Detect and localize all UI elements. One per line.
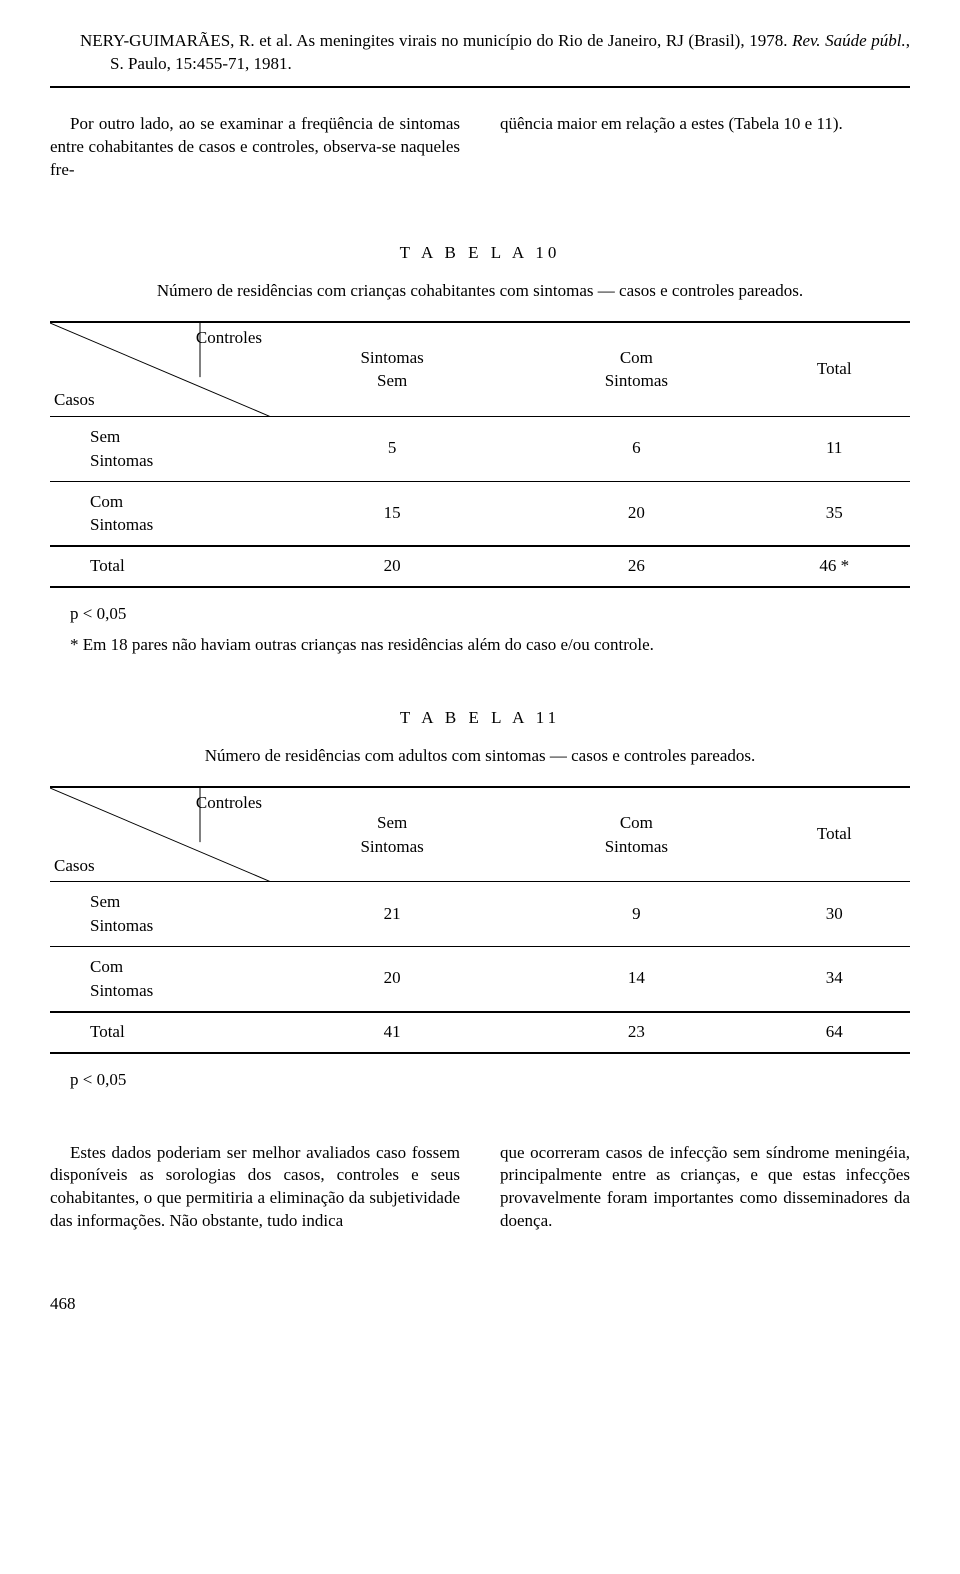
citation-journal: Rev. Saúde públ.: [792, 31, 906, 50]
table-cell: 30: [759, 882, 911, 947]
table-cell: 26: [514, 546, 758, 587]
citation-block: NERY-GUIMARÃES, R. et al. As meningites …: [50, 30, 910, 76]
table-row: Com Sintomas 20 14 34: [50, 947, 910, 1012]
closing-paragraph: Estes dados poderiam ser melhor avaliado…: [50, 1142, 910, 1234]
closing-left: Estes dados poderiam ser melhor avaliado…: [50, 1142, 460, 1234]
table-10-col2-header: Com Sintomas: [514, 322, 758, 417]
table-11-total-label: Total: [50, 1012, 270, 1053]
table-11-col2-header: Com Sintomas: [514, 787, 758, 882]
table-10-row1-label: Sem Sintomas: [50, 417, 270, 482]
table-cell: 34: [759, 947, 911, 1012]
table-row: Total 20 26 46 *: [50, 546, 910, 587]
page-number: 468: [50, 1293, 910, 1316]
table-11-diag-cell: Controles Casos: [50, 787, 270, 882]
table-cell: 35: [759, 481, 911, 546]
table-cell: 9: [514, 882, 758, 947]
table-10-col3-header: Total: [759, 322, 911, 417]
table-10-caption: Número de residências com crianças cohab…: [50, 280, 910, 303]
table-cell: 15: [270, 481, 514, 546]
table-row: Sem Sintomas 5 6 11: [50, 417, 910, 482]
table-11-caption: Número de residências com adultos com si…: [50, 745, 910, 768]
table-11: Controles Casos Sem Sintomas Com Sintoma…: [50, 786, 910, 1054]
table-cell: 20: [270, 546, 514, 587]
table-11-p-value: p < 0,05: [70, 1069, 910, 1092]
table-cell: 23: [514, 1012, 758, 1053]
intro-right: qüência maior em relação a estes (Tabela…: [500, 113, 910, 182]
table-cell: 46 *: [759, 546, 911, 587]
table-11-block: T A B E L A 11 Número de residências com…: [50, 707, 910, 1091]
closing-right: que ocorreram casos de infecção sem sínd…: [500, 1142, 910, 1234]
table-cell: 11: [759, 417, 911, 482]
table-cell: 14: [514, 947, 758, 1012]
table-10-controls-label: Controles: [196, 327, 262, 350]
table-11-col1-header: Sem Sintomas: [270, 787, 514, 882]
table-cell: 21: [270, 882, 514, 947]
table-cell: 64: [759, 1012, 911, 1053]
table-cell: 41: [270, 1012, 514, 1053]
table-cell: 20: [514, 481, 758, 546]
table-cell: 5: [270, 417, 514, 482]
table-10-cases-label: Casos: [54, 389, 95, 412]
table-10-col1-header: Sintomas Sem: [270, 322, 514, 417]
table-11-controls-label: Controles: [196, 792, 262, 815]
table-10-total-label: Total: [50, 546, 270, 587]
table-10-block: T A B E L A 10 Número de residências com…: [50, 242, 910, 657]
table-cell: 6: [514, 417, 758, 482]
citation-authors: NERY-GUIMARÃES, R. et al. As meningites …: [80, 31, 792, 50]
table-cell: 20: [270, 947, 514, 1012]
table-row: Total 41 23 64: [50, 1012, 910, 1053]
table-10-title: T A B E L A 10: [50, 242, 910, 265]
table-10-diag-cell: Controles Casos: [50, 322, 270, 417]
table-row: Sem Sintomas 21 9 30: [50, 882, 910, 947]
intro-left: Por outro lado, ao se examinar a freqüên…: [50, 113, 460, 182]
table-10-footnotes: p < 0,05 * Em 18 pares não haviam outras…: [50, 603, 910, 657]
intro-paragraph: Por outro lado, ao se examinar a freqüên…: [50, 113, 910, 182]
table-11-title: T A B E L A 11: [50, 707, 910, 730]
table-11-footnotes: p < 0,05: [50, 1069, 910, 1092]
table-11-cases-label: Casos: [54, 855, 95, 878]
table-row: Com Sintomas 15 20 35: [50, 481, 910, 546]
table-10-row2-label: Com Sintomas: [50, 481, 270, 546]
table-10: Controles Casos Sintomas Sem Com Sintoma…: [50, 321, 910, 589]
top-rule: [50, 86, 910, 88]
table-10-p-value: p < 0,05: [70, 603, 910, 626]
table-11-col3-header: Total: [759, 787, 911, 882]
table-11-row1-label: Sem Sintomas: [50, 882, 270, 947]
table-10-asterisk-note: * Em 18 pares não haviam outras crianças…: [70, 634, 910, 657]
table-11-row2-label: Com Sintomas: [50, 947, 270, 1012]
